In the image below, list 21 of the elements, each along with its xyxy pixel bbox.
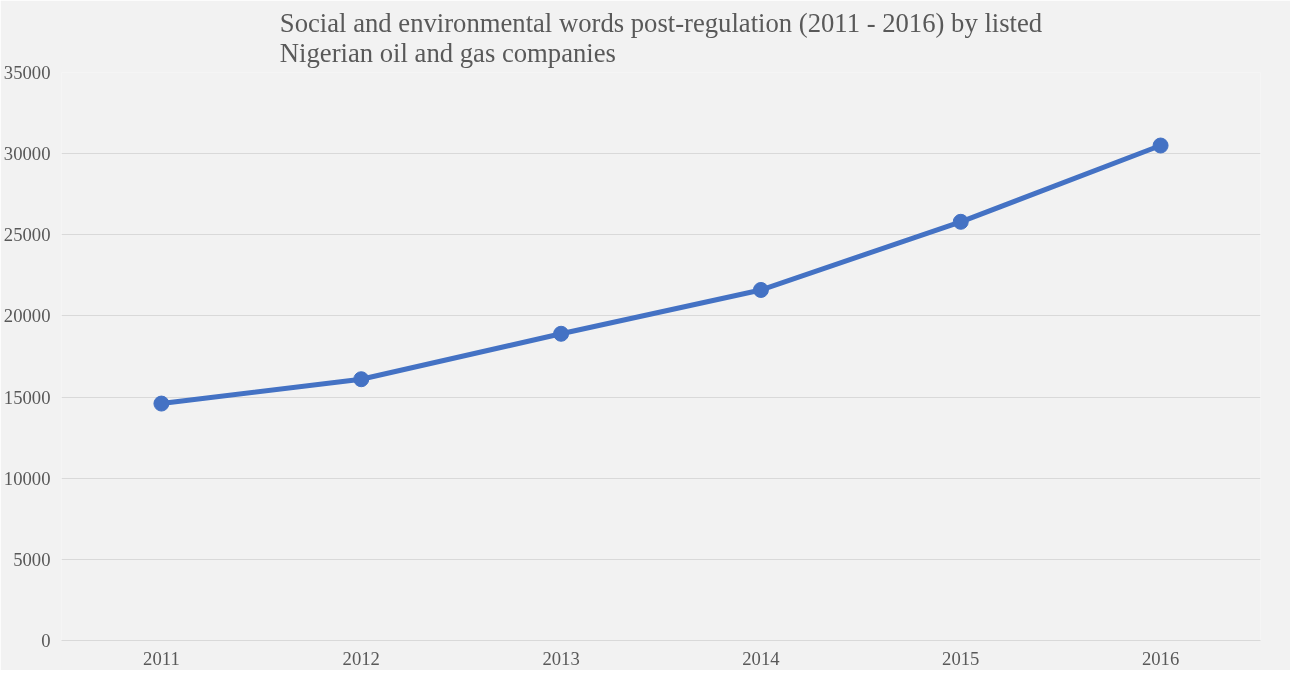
point <box>752 281 769 298</box>
point <box>353 371 370 388</box>
point <box>1152 137 1169 154</box>
x-tick-label: 2012 <box>342 647 380 669</box>
y-tick-label: 15000 <box>3 386 51 408</box>
y-tick-label: 20000 <box>3 305 51 327</box>
y-tick-label: 25000 <box>3 224 51 246</box>
y-tick-label: 30000 <box>3 143 51 165</box>
x-tick-label: 2015 <box>942 647 980 669</box>
y-tick-label: 0 <box>41 630 51 651</box>
y-tick-label: 35000 <box>3 62 51 83</box>
point <box>553 325 570 342</box>
y-tick-label: 5000 <box>13 548 51 570</box>
x-tick-label: 2011 <box>143 647 180 669</box>
x-tick-label: 2013 <box>542 647 580 669</box>
x-tick-label: 2016 <box>1141 647 1180 669</box>
x-tick-label: 2014 <box>742 647 781 669</box>
y-tick-label: 10000 <box>3 467 51 489</box>
chart-title: Social and environmental words post-regulation (2011 - 2016) by listed Nigerian oil and gas companies <box>279 7 1043 68</box>
point <box>153 395 170 412</box>
point <box>952 213 969 230</box>
